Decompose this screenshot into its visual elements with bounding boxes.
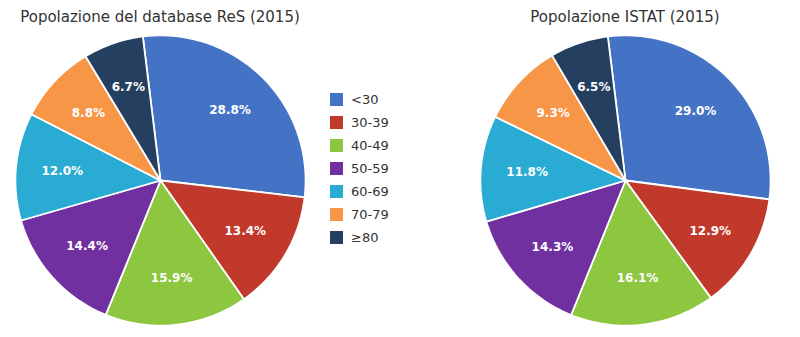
svg-text:6.5%≥80: 6.5%≥80	[577, 80, 610, 94]
svg-text:14.4%50-59: 14.4%50-59	[66, 239, 108, 253]
svg-text:9.3%70-79: 9.3%70-79	[536, 106, 569, 120]
svg-text:16.1%40-49: 16.1%40-49	[617, 271, 659, 285]
svg-text:14.3%50-59: 14.3%50-59	[532, 240, 574, 254]
html-text:<30: <30	[351, 92, 379, 107]
html-text:30-39: 30-39	[351, 115, 389, 130]
svg-text:28.8%<30: 28.8%<30	[209, 103, 251, 117]
html-text:Popolazione del database ReS (: Popolazione del database ReS (2015)	[20, 8, 300, 26]
svg-text:15.9%40-49: 15.9%40-49	[151, 271, 193, 285]
svg-text:11.8%60-69: 11.8%60-69	[506, 165, 548, 179]
svg-text:12.9%30-39: 12.9%30-39	[689, 224, 731, 238]
html-text:≥80: ≥80	[351, 230, 379, 245]
html-text:60-69: 60-69	[351, 184, 389, 199]
html-text:50-59: 50-59	[351, 161, 389, 176]
html-text:Popolazione ISTAT (2015): Popolazione ISTAT (2015)	[530, 8, 720, 26]
svg-text:29.0%<30: 29.0%<30	[675, 104, 717, 118]
html-text:40-49: 40-49	[351, 138, 389, 153]
svg-text:12.0%60-69: 12.0%60-69	[41, 164, 83, 178]
svg-text:13.4%30-39: 13.4%30-39	[224, 224, 266, 238]
html-text:70-79: 70-79	[351, 207, 389, 222]
svg-text:6.7%≥80: 6.7%≥80	[112, 80, 145, 94]
svg-text:8.8%70-79: 8.8%70-79	[72, 106, 105, 120]
